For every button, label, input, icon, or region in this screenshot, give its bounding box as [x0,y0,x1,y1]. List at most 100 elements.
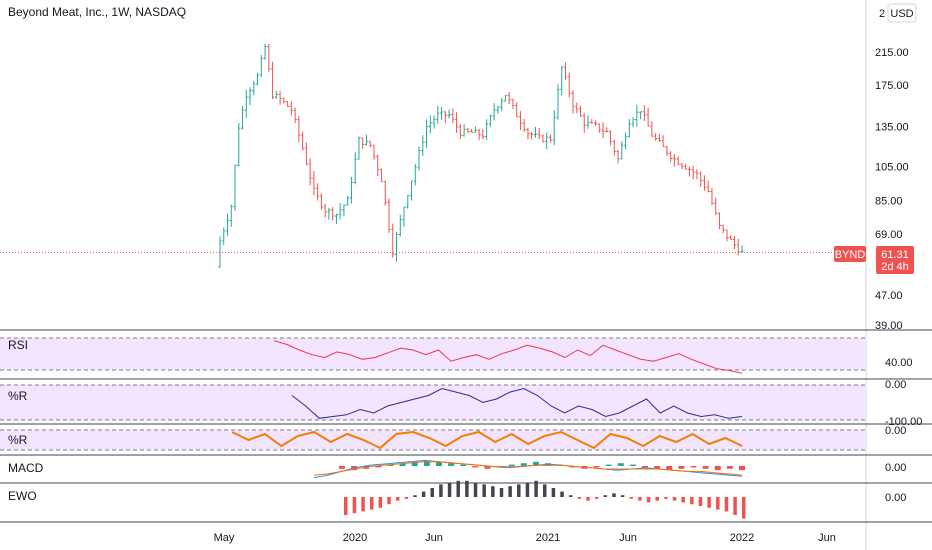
macd-bar [399,463,406,466]
macd-bar [690,466,697,468]
price-candles [218,43,744,268]
currency-badge[interactable]: USD [890,8,913,20]
macd-bar [629,464,636,466]
macd-bar [593,466,600,468]
symbol-tag-box [834,246,866,262]
ewo-label: EWO [8,489,37,503]
ewo-bar [716,497,720,510]
ewo-bar [646,497,651,503]
ewo-bar [543,484,547,497]
price-tick-label: 39.00 [875,320,903,332]
price-tick-label: 85.00 [875,195,903,207]
ewo-bar [534,480,538,497]
macd-bar [508,464,515,466]
time-tick-label: Jun [619,532,637,544]
ewo-bar [707,497,711,508]
ewo-bar [672,497,677,501]
ewo-bar [664,497,668,499]
williams-r-label-2: %R [8,433,28,447]
ewo-bar [638,497,642,501]
macd-bar [520,463,527,466]
ewo-bar [352,497,357,514]
macd-bar [339,466,345,469]
macd-bar [714,466,721,471]
williams-r-pane[interactable]: %R 0.00 -100.00 [0,379,922,428]
ewo-bar [456,480,460,497]
macd-bar [460,464,467,466]
macd-bar [387,464,394,466]
ewo-bar [344,497,348,515]
ewo-bar [690,497,694,505]
ewo-bar [681,497,685,503]
ewo-bar [465,480,469,497]
macd-bar [726,466,733,469]
ewo-bar [551,488,556,497]
time-tick-label: Jun [425,532,443,544]
rsi-pane[interactable]: RSI 40.00 [0,337,913,374]
macd-label: MACD [8,461,44,475]
ewo-bar [369,497,374,510]
ewo-bar [733,497,737,515]
macd-bar [423,460,430,466]
price-tag-box [876,246,914,274]
price-tick-label: 175.00 [875,80,909,92]
macd-bar [484,466,491,469]
macd-bar [448,463,455,466]
ewo-axis-label: 0.00 [885,492,906,504]
price-tick-label: 135.00 [875,121,909,133]
macd-bar [617,463,624,466]
time-axis[interactable]: May 2020 Jun 2021 Jun 2022 Jun [214,532,836,544]
price-pane[interactable]: Beyond Meat, Inc., 1W, NASDAQ [0,5,866,268]
ewo-bar [361,497,365,512]
r1-axis-bottom: -100.00 [885,416,922,428]
macd-bar [642,466,649,468]
macd-bar [739,466,745,471]
ewo-bar [517,484,521,497]
ewo-bar [594,497,599,499]
ewo-bar [577,497,582,499]
williams-r-pane-2[interactable]: %R 0.00 [0,425,906,451]
ewo-bar [742,497,746,519]
ewo-bar [508,486,512,497]
ewo-bar [560,491,564,497]
rsi-line [273,340,743,374]
macd-bar [666,466,673,471]
macd-bar [605,464,612,466]
ewo-bar [568,495,573,497]
ewo-bar [395,497,400,501]
ewo-bar [698,497,703,506]
currency-badge-box[interactable] [887,3,917,23]
ewo-bar [447,482,452,497]
time-tick-label: May [214,532,235,544]
macd-bar [654,466,661,469]
macd-pane[interactable]: MACD 0.00 [8,459,906,479]
price-axis-clipped-label: 2 [879,8,885,20]
macd-axis-label: 0.00 [885,462,906,474]
ewo-bar [586,497,590,501]
macd-bar [375,466,382,468]
price-axis[interactable]: 215.00 175.00 135.00 105.00 85.00 69.00 47.00 3… [865,0,917,550]
ewo-bar [404,497,409,499]
price-tick-label: 47.00 [875,290,903,302]
macd-line [313,459,743,479]
macd-bar [678,466,685,469]
price-tick-label: 215.00 [875,47,909,59]
countdown-value: 2d 4h [881,261,909,273]
symbol-tag: BYND [835,249,866,261]
ewo-bar [724,497,729,512]
r2-axis-top: 0.00 [885,425,906,437]
ewo-pane[interactable]: EWO 0.00 [8,480,906,519]
price-tick-label: 69.00 [875,229,903,241]
macd-bar [532,461,539,466]
williams-r-label: %R [8,389,28,403]
ewo-bar [473,482,478,497]
ewo-bar [603,495,608,497]
ewo-bar [491,486,495,497]
macd-bar [435,461,442,466]
ewo-bar [525,482,530,497]
rsi-label: RSI [8,338,28,352]
time-tick-label: 2021 [536,532,560,544]
ewo-bar [482,484,486,497]
ewo-bar [499,488,504,497]
